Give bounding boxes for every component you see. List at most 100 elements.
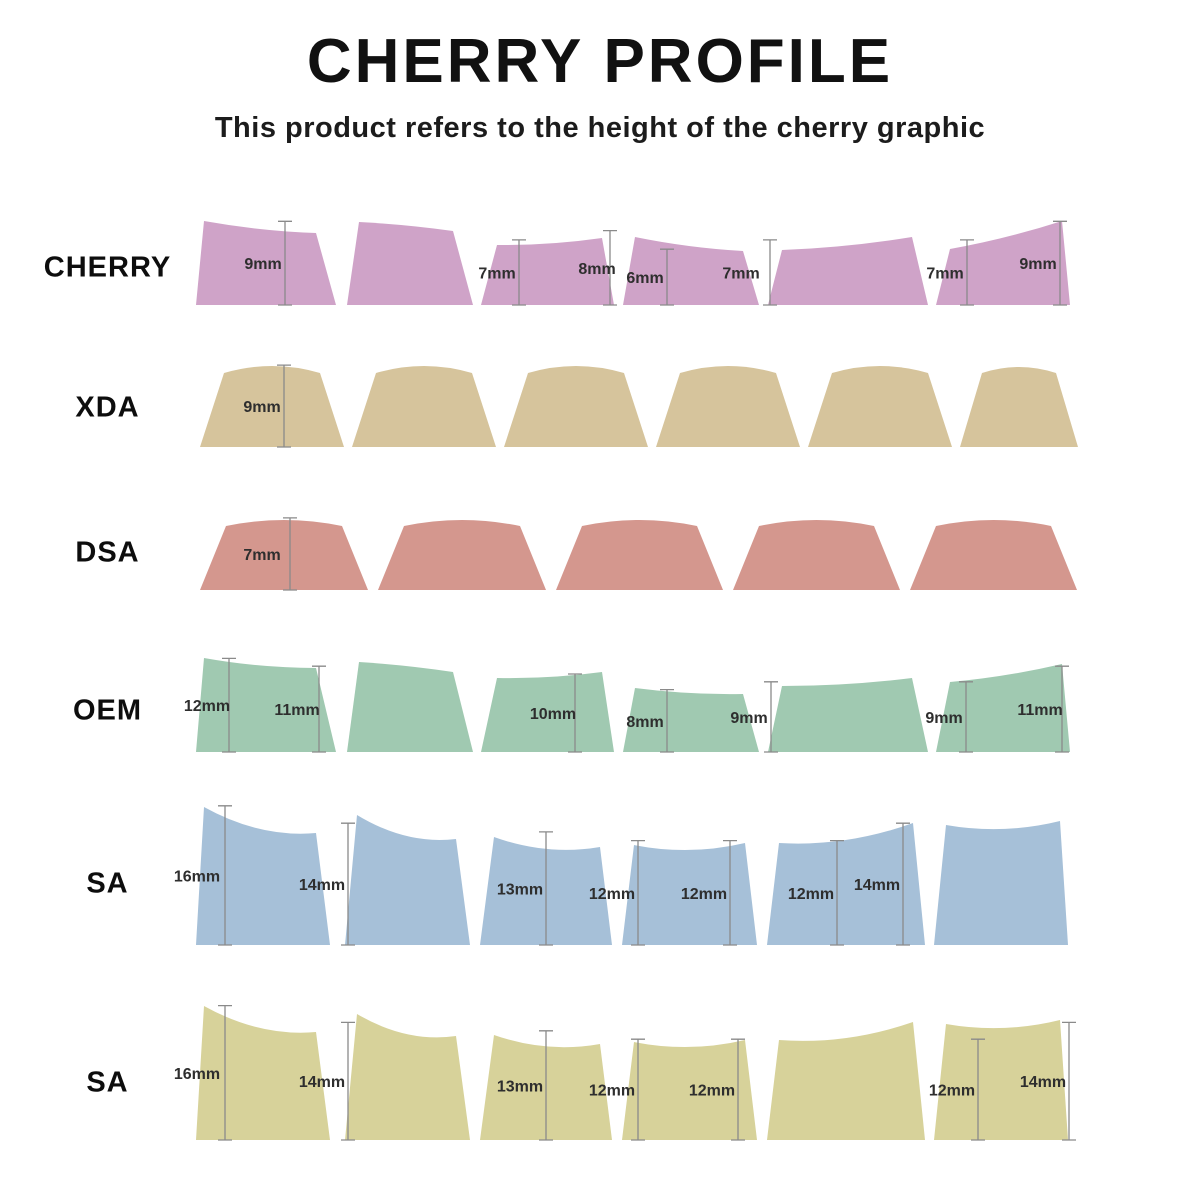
- measurement-line: [731, 1038, 745, 1141]
- keycap-shape: [556, 520, 723, 590]
- height-label: 9mm: [730, 710, 767, 727]
- keycap-shape: [622, 1040, 757, 1140]
- measurement-line: [539, 1030, 553, 1141]
- measurement-line: [763, 239, 777, 306]
- height-label: 7mm: [478, 265, 515, 282]
- keycap-shape: [196, 658, 336, 752]
- measurement-line: [830, 839, 844, 946]
- profile-label-dsa: DSA: [75, 536, 140, 569]
- keycap-shape: [960, 367, 1078, 447]
- profile-label-cherry: CHERRY: [43, 251, 172, 284]
- measurement-line: [1053, 220, 1067, 306]
- profile-label-xda: XDA: [75, 391, 140, 424]
- keycap-shape: [481, 672, 614, 752]
- keycap-shape: [623, 688, 759, 752]
- height-label: 9mm: [925, 710, 962, 727]
- measurement-line: [959, 681, 973, 753]
- page-subtitle: This product refers to the height of the…: [214, 112, 986, 144]
- measurement-line: [539, 831, 553, 946]
- measurement-line: [283, 517, 297, 591]
- height-label: 12mm: [681, 886, 727, 903]
- keycap-shape: [352, 366, 496, 447]
- height-label: 12mm: [589, 886, 635, 903]
- height-label: 6mm: [626, 270, 663, 287]
- measurement-line: [631, 1038, 645, 1141]
- keycap-shape: [345, 1014, 470, 1140]
- height-label: 11mm: [274, 702, 319, 719]
- height-label: 14mm: [854, 877, 900, 894]
- keycap-shape: [378, 520, 546, 590]
- height-label: 13mm: [497, 881, 543, 898]
- measurement-line: [277, 364, 291, 448]
- keycap-shape: [481, 238, 614, 305]
- measurement-line: [341, 822, 355, 946]
- keycap-shape: [622, 843, 757, 945]
- height-label: 10mm: [530, 706, 576, 723]
- keycap-shape: [347, 662, 473, 752]
- measurement-line: [218, 1004, 232, 1141]
- page-title: CHERRY PROFILE: [306, 27, 894, 96]
- measurement-line: [971, 1038, 985, 1141]
- keycap-shape: [196, 807, 330, 945]
- keycap-shape: [936, 221, 1070, 305]
- profile-row-graphic: 9mm 7mm 8mm 6mm 7mm 7mm 9mm: [196, 220, 1070, 306]
- height-label: 16mm: [174, 1066, 220, 1083]
- keycap-shape: [656, 366, 800, 447]
- keycap-shape: [910, 520, 1077, 590]
- profile-label-sa-2: SA: [86, 1066, 129, 1099]
- keycap-shape: [200, 366, 344, 447]
- keycap-shape: [196, 1006, 330, 1140]
- height-label: 11mm: [1017, 702, 1062, 719]
- measurement-line: [660, 688, 674, 753]
- measurement-line: [603, 229, 617, 306]
- keycap-shape: [934, 821, 1068, 945]
- height-label: 12mm: [589, 1083, 635, 1100]
- keycap-shape: [934, 1020, 1068, 1140]
- height-label: 14mm: [299, 877, 345, 894]
- profile-row-graphic: 16mm 14mm 13mm 12mm 12mm 12mm 14mm: [174, 805, 1068, 946]
- measurement-line: [723, 839, 737, 946]
- keycap-shape: [733, 520, 900, 590]
- keycap-shape: [623, 237, 759, 305]
- height-label: 9mm: [1019, 256, 1056, 273]
- height-label: 7mm: [926, 265, 963, 282]
- keycap-shape: [808, 366, 952, 447]
- profile-label-oem: OEM: [72, 694, 143, 727]
- keycap-shape: [347, 222, 473, 305]
- measurement-line: [312, 665, 326, 753]
- keycap-shape: [767, 823, 925, 945]
- height-label: 12mm: [788, 886, 834, 903]
- measurement-line: [278, 220, 292, 306]
- keycap-shape: [768, 237, 928, 305]
- measurement-line: [1062, 1021, 1076, 1141]
- height-label: 12mm: [689, 1083, 735, 1100]
- height-label: 7mm: [722, 265, 759, 282]
- keycap-shape: [504, 366, 648, 447]
- keycap-shape: [767, 1022, 925, 1140]
- height-label: 9mm: [243, 399, 280, 416]
- height-label: 7mm: [243, 547, 280, 564]
- keycap-shape: [196, 221, 336, 305]
- height-label: 16mm: [174, 868, 220, 885]
- profile-row-graphic: 16mm 14mm 13mm 12mm 12mm 12mm 14mm: [174, 1004, 1076, 1141]
- profile-row-graphic: 9mm: [200, 364, 1078, 448]
- measurement-line: [341, 1021, 355, 1141]
- height-label: 14mm: [299, 1074, 345, 1091]
- measurement-line: [764, 681, 778, 753]
- measurement-line: [1055, 665, 1069, 753]
- measurement-line: [631, 839, 645, 946]
- measurement-line: [568, 673, 582, 753]
- measurement-line: [660, 248, 674, 306]
- height-label: 12mm: [184, 698, 230, 715]
- profile-row-graphic: 7mm: [200, 517, 1077, 591]
- measurement-line: [896, 822, 910, 946]
- measurement-line: [512, 239, 526, 306]
- keycap-shape: [768, 678, 928, 752]
- profile-label-sa: SA: [86, 867, 129, 900]
- height-label: 14mm: [1020, 1074, 1066, 1091]
- keycap-shape: [200, 520, 368, 590]
- height-label: 8mm: [626, 714, 663, 731]
- height-label: 9mm: [244, 256, 281, 273]
- measurement-line: [960, 239, 974, 306]
